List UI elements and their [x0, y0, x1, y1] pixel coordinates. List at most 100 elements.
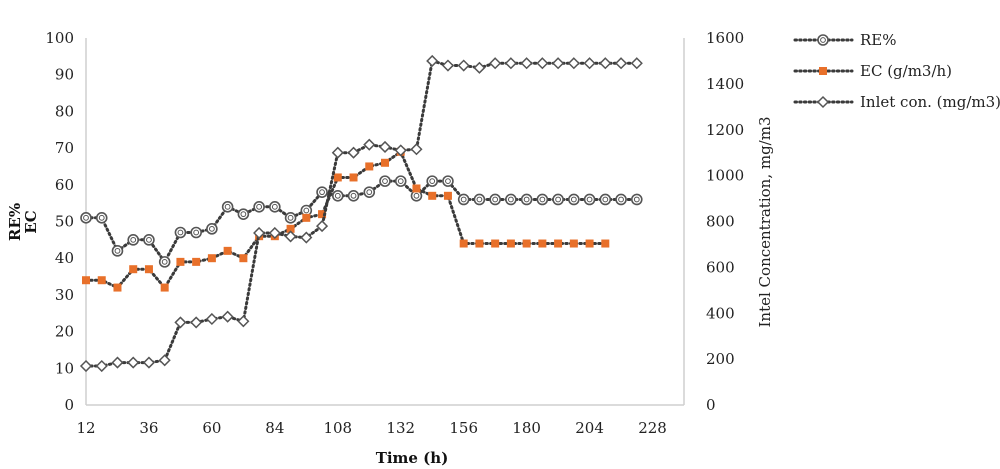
series-2: [82, 147, 610, 292]
series-1-point-inner: [539, 196, 546, 203]
series-3-point: [221, 310, 234, 323]
left-tick-label: 70: [55, 139, 74, 157]
series-1-point-outer: [111, 245, 124, 257]
series-1-point-outer: [174, 226, 187, 239]
left-tick-label: 90: [55, 66, 74, 84]
series-3-point: [630, 57, 643, 70]
left-tick-label: 80: [55, 102, 74, 120]
series-1-point-inner: [83, 214, 89, 221]
series: [79, 54, 643, 373]
legend-marker-inner: [820, 37, 826, 43]
series-2-point: [381, 158, 389, 167]
series-1-point: [253, 201, 265, 213]
series-3-point: [190, 316, 203, 329]
series-1-point: [284, 212, 297, 224]
right-tick-label: 1200: [706, 121, 744, 139]
series-2-point: [302, 213, 311, 222]
series-1-point: [379, 175, 391, 187]
series-2-point: [239, 254, 248, 263]
series-1-point-inner: [98, 214, 105, 221]
series-1-point-outer: [143, 234, 155, 246]
series-1-point-inner: [492, 196, 499, 203]
series-1-point: [568, 193, 580, 206]
right-tick-label: 1600: [706, 29, 744, 47]
series-2-point: [333, 173, 342, 182]
legend-marker: [816, 95, 830, 109]
series-3-point: [142, 356, 156, 369]
series-1-point: [615, 193, 627, 206]
series-1-point-outer: [568, 193, 580, 206]
legend-item: RE%: [793, 31, 897, 49]
series-1-point-outer: [237, 208, 250, 220]
series-3-point: [174, 316, 187, 329]
x-axis-title: Time (h): [376, 449, 449, 467]
left-axis-title: RE% EC: [6, 203, 40, 241]
series-1-point-outer: [394, 175, 407, 187]
series-1-point-outer: [331, 190, 344, 202]
series-2-point: [475, 239, 484, 248]
series-1-point-outer: [363, 186, 376, 198]
series-1-point-outer: [505, 193, 517, 206]
series-3-point: [410, 143, 423, 156]
series-3-point: [536, 57, 549, 70]
series-1-point: [599, 193, 612, 206]
left-axis-title-line-1: RE%: [6, 203, 24, 241]
series-1-point-inner: [460, 196, 467, 203]
series-2-point: [506, 239, 515, 248]
left-axis-title-line-2: EC: [22, 210, 40, 233]
legend-label: Inlet con. (mg/m3): [860, 93, 1000, 111]
x-tick-label: 156: [449, 419, 478, 437]
series-1-point: [206, 223, 218, 235]
series-2-point: [176, 257, 185, 266]
series-3-point: [583, 57, 596, 70]
series-3-point: [95, 359, 108, 373]
right-tick-label: 0: [706, 396, 716, 414]
series-3-point: [504, 57, 517, 70]
series-1-point-outer: [316, 186, 328, 198]
series-2-point: [207, 254, 216, 263]
series-2-point: [554, 239, 563, 248]
series-2-point: [82, 276, 90, 285]
series-1-point-outer: [80, 212, 92, 224]
series-1-point-outer: [615, 193, 627, 206]
series-1-point-inner: [350, 192, 357, 199]
series-1-point-inner: [397, 178, 404, 185]
series-3-point: [79, 359, 93, 373]
series-3-point: [331, 146, 344, 159]
series-3-point: [363, 138, 376, 151]
series-1-point: [505, 193, 517, 206]
series-3-point: [158, 354, 171, 367]
series-2-point: [97, 276, 106, 285]
series-1-point: [536, 193, 549, 206]
series-1-point: [143, 234, 155, 246]
legend-marker-outer: [817, 34, 829, 46]
series-1-point: [111, 245, 124, 257]
series-2-point: [443, 191, 452, 200]
series-3-point: [441, 59, 455, 72]
series-2-point: [491, 239, 500, 248]
series-3: [79, 54, 643, 373]
series-2-point: [192, 257, 201, 266]
series-1-point-inner: [586, 196, 593, 203]
legend-marker: [819, 67, 827, 75]
series-1-point-inner: [523, 196, 530, 203]
series-2-point: [144, 265, 153, 274]
series-1-point: [80, 212, 92, 224]
series-1-point-inner: [319, 189, 325, 196]
series-1-point: [473, 193, 486, 206]
x-tick-label: 132: [386, 419, 415, 437]
series-1-point-outer: [221, 201, 234, 213]
series-1-point-inner: [413, 192, 420, 199]
series-1-point: [457, 193, 470, 206]
right-tick-label: 200: [706, 350, 735, 368]
series-1-point-inner: [271, 203, 278, 210]
series-1-point: [489, 193, 501, 206]
series-2-point: [412, 184, 421, 193]
x-tick-label: 180: [512, 419, 541, 437]
series-1-point-outer: [442, 175, 454, 187]
series-3-point: [394, 144, 407, 157]
series-3-point: [473, 61, 486, 74]
series-1-point-inner: [161, 258, 168, 265]
series-1-point: [442, 175, 454, 187]
